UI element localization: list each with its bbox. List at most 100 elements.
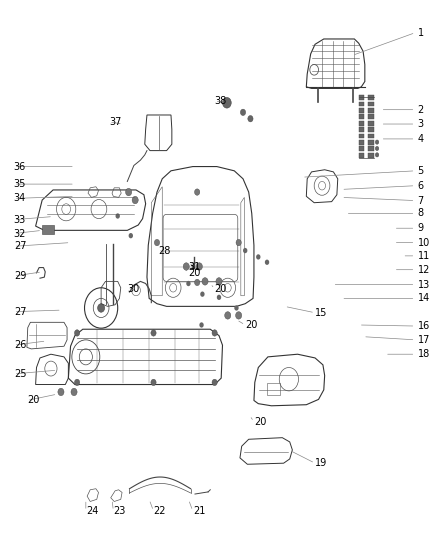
Text: 27: 27 xyxy=(14,241,26,251)
Text: 3: 3 xyxy=(418,119,424,129)
Bar xyxy=(368,121,374,126)
Bar xyxy=(359,121,364,126)
Text: 5: 5 xyxy=(418,166,424,176)
Circle shape xyxy=(202,278,208,285)
Circle shape xyxy=(236,239,241,246)
Text: 20: 20 xyxy=(215,284,227,294)
Text: 4: 4 xyxy=(418,134,424,144)
Circle shape xyxy=(132,196,138,204)
Circle shape xyxy=(58,388,64,395)
Text: 38: 38 xyxy=(215,95,227,106)
Circle shape xyxy=(194,279,200,286)
Text: 33: 33 xyxy=(14,215,26,225)
Text: 20: 20 xyxy=(245,320,258,330)
Text: 9: 9 xyxy=(418,223,424,233)
Circle shape xyxy=(375,140,379,144)
Text: 20: 20 xyxy=(254,417,266,427)
Text: 30: 30 xyxy=(127,284,140,294)
Circle shape xyxy=(199,322,204,328)
Text: 18: 18 xyxy=(418,349,430,359)
Circle shape xyxy=(151,330,156,336)
Text: 25: 25 xyxy=(14,369,26,379)
Circle shape xyxy=(265,260,269,265)
Text: 32: 32 xyxy=(14,229,26,239)
Text: 16: 16 xyxy=(418,321,430,331)
Circle shape xyxy=(186,281,191,286)
Bar xyxy=(359,153,364,158)
Bar xyxy=(368,134,374,139)
Circle shape xyxy=(151,379,156,385)
Circle shape xyxy=(248,116,253,122)
Circle shape xyxy=(154,239,159,246)
Bar xyxy=(368,102,374,107)
Bar xyxy=(359,108,364,113)
Bar xyxy=(368,108,374,113)
Bar xyxy=(267,383,280,395)
Text: 12: 12 xyxy=(418,265,430,274)
Bar xyxy=(368,140,374,145)
Circle shape xyxy=(375,153,379,157)
Circle shape xyxy=(194,189,200,195)
Text: 6: 6 xyxy=(418,181,424,191)
Circle shape xyxy=(212,379,217,385)
Text: 19: 19 xyxy=(315,458,327,468)
Circle shape xyxy=(71,388,77,395)
Text: 13: 13 xyxy=(418,280,430,289)
Text: 11: 11 xyxy=(418,251,430,261)
Text: 10: 10 xyxy=(418,238,430,247)
Bar xyxy=(368,153,374,158)
Text: 36: 36 xyxy=(14,161,26,172)
Circle shape xyxy=(256,254,261,260)
Circle shape xyxy=(375,147,379,151)
Bar xyxy=(359,127,364,132)
Circle shape xyxy=(212,330,217,336)
Bar xyxy=(42,225,54,233)
Text: 15: 15 xyxy=(315,308,328,318)
Circle shape xyxy=(223,98,231,108)
Text: 1: 1 xyxy=(418,28,424,38)
Text: 24: 24 xyxy=(86,506,98,516)
Text: 29: 29 xyxy=(14,271,26,281)
Circle shape xyxy=(225,312,231,319)
Circle shape xyxy=(183,263,189,270)
Circle shape xyxy=(216,278,222,285)
Circle shape xyxy=(196,263,202,270)
Text: 20: 20 xyxy=(188,268,201,278)
Circle shape xyxy=(217,295,221,300)
Bar xyxy=(368,127,374,132)
Text: 23: 23 xyxy=(113,506,126,516)
Text: 7: 7 xyxy=(418,196,424,206)
Text: 28: 28 xyxy=(158,246,170,255)
Text: 8: 8 xyxy=(418,208,424,219)
Text: 31: 31 xyxy=(188,262,201,271)
Circle shape xyxy=(200,292,205,297)
Bar xyxy=(359,147,364,151)
Text: 22: 22 xyxy=(153,506,166,516)
Bar xyxy=(359,95,364,100)
Text: 37: 37 xyxy=(109,117,121,127)
Bar xyxy=(359,140,364,145)
Bar xyxy=(192,265,195,269)
Circle shape xyxy=(129,233,133,238)
Text: 2: 2 xyxy=(418,104,424,115)
Bar xyxy=(368,115,374,119)
Circle shape xyxy=(243,248,247,253)
Text: 27: 27 xyxy=(14,306,26,317)
Circle shape xyxy=(116,213,120,219)
Text: 14: 14 xyxy=(418,293,430,303)
Text: 17: 17 xyxy=(418,335,430,345)
Circle shape xyxy=(126,188,132,196)
Text: 34: 34 xyxy=(14,193,26,204)
Text: 26: 26 xyxy=(14,340,26,350)
Bar xyxy=(359,102,364,107)
Bar xyxy=(359,134,364,139)
Bar xyxy=(359,115,364,119)
Bar xyxy=(368,147,374,151)
Circle shape xyxy=(234,305,239,311)
Bar xyxy=(368,95,374,100)
Text: 35: 35 xyxy=(14,179,26,189)
Text: 21: 21 xyxy=(193,506,205,516)
Circle shape xyxy=(98,304,105,312)
Circle shape xyxy=(236,312,242,319)
Circle shape xyxy=(74,379,80,385)
